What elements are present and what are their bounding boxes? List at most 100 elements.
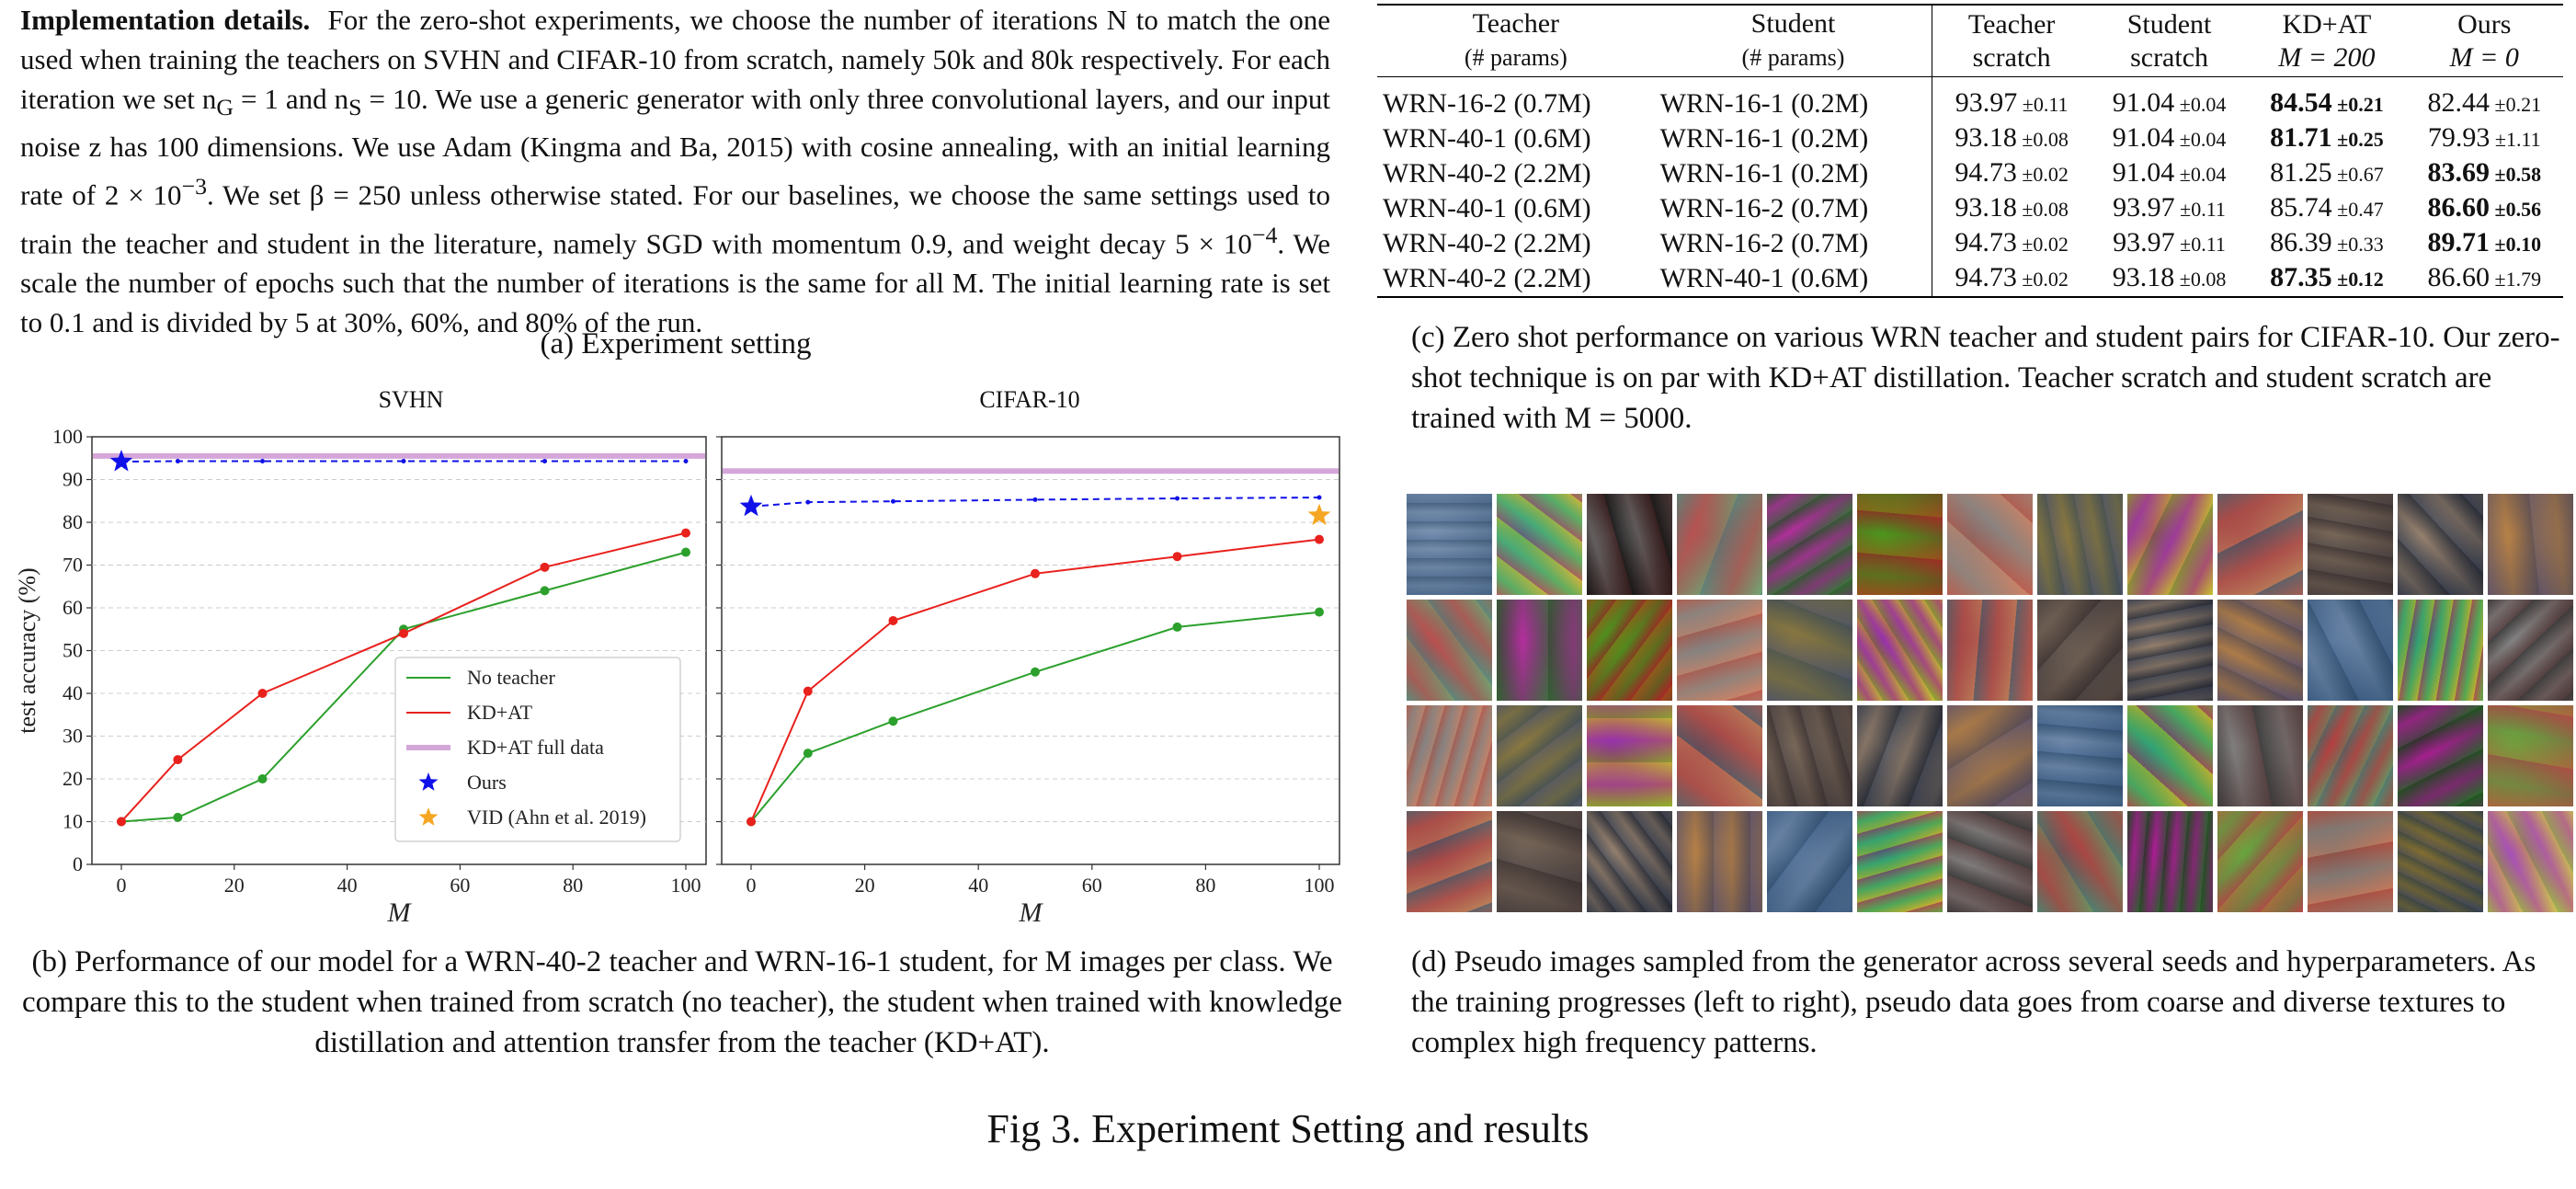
cell-teacher-scratch: 94.73 ±0.02 [1955,227,2069,257]
cell-student: WRN-40-1 (0.6M) [1654,261,1933,297]
data-point [681,547,690,557]
legend-label: KD+AT full data [467,736,604,759]
x-tick-label: 40 [337,874,358,897]
pseudo-image [1677,705,1762,806]
cell-student: WRN-16-2 (0.7M) [1654,226,1933,261]
pseudo-image [1857,494,1943,595]
pseudo-image [2308,705,2393,806]
cell-student-scratch: 93.97 ±0.11 [2113,192,2226,223]
cell-kdat: 87.35 ±0.12 [2270,262,2384,292]
pseudo-image [2127,705,2213,806]
pseudo-image [1497,811,1582,912]
pseudo-image-grid [1407,494,2573,912]
implementation-paragraph: Implementation details. For the zero-sho… [20,0,1330,342]
x-tick-label: 60 [450,874,470,897]
data-point [891,498,895,504]
cell-teacher: WRN-40-1 (0.6M) [1383,193,1591,223]
pseudo-image [2398,811,2483,912]
ns-subscript: S [348,94,362,121]
pseudo-image [1767,811,1852,912]
x-tick-label: 100 [671,874,701,897]
pseudo-image [1857,600,1943,701]
y-tick-label: 60 [63,596,83,619]
pseudo-image [1407,600,1492,701]
th-teacher: Teacher (# params) [1464,8,1567,71]
pseudo-image [1587,811,1672,912]
data-point [888,615,898,625]
y-tick-label: 70 [63,554,83,577]
data-point [1315,534,1324,544]
results-table: Teacher (# params) Student (# params) Teac… [1377,4,2563,298]
star-marker [109,450,133,472]
data-point [257,774,268,783]
th-teacher-scratch: Teacher scratch [1967,8,2056,73]
ng-subscript: G [216,94,234,121]
pseudo-image [2398,494,2483,595]
data-point [1316,495,1322,500]
pseudo-image [1767,705,1852,806]
table-header-row: Teacher (# params) Student (# params) Teac… [1377,5,2563,77]
data-point [1175,496,1180,501]
th-student-scratch: Student scratch [2126,8,2212,73]
cell-ours: 86.60 ±0.56 [2427,192,2542,223]
chart-panel-0: 0 10 20 30 40 50 60 70 80 90 100 0 20 40 60 80 100 Mtest … [14,425,707,928]
caption-a: (a) Experiment setting [540,327,812,360]
pseudo-image [2488,811,2573,912]
pseudo-image [1407,705,1492,806]
x-tick-label: 80 [1195,874,1215,897]
data-point [540,562,550,572]
pseudo-image [1587,600,1672,701]
pseudo-image [1947,600,2033,701]
data-point [117,817,126,827]
x-tick-label: 60 [1082,874,1102,897]
cell-teacher-scratch: 94.73 ±0.02 [1955,157,2069,188]
x-axis-label: M [1019,897,1044,928]
paragraph-text-2: = 1 and n [233,83,349,115]
table-row: WRN-40-1 (0.6M) WRN-16-2 (0.7M) 93.18 ±0.0… [1377,191,2563,226]
series-line [120,532,687,823]
pseudo-image [2398,705,2483,806]
cell-ours: 82.44 ±0.21 [2427,87,2542,118]
y-axis-label: test accuracy (%) [14,567,40,733]
pseudo-image [2488,600,2573,701]
pseudo-image [1767,494,1852,595]
cell-kdat: 86.39 ±0.33 [2270,227,2384,257]
data-point [1172,552,1182,562]
cell-teacher: WRN-40-2 (2.2M) [1383,158,1591,189]
cell-ours: 89.71 ±0.10 [2427,227,2542,257]
paragraph-text-3: = 10. We use a generic generator with on… [20,83,1330,212]
y-tick-label: 0 [73,852,83,875]
pseudo-image [1857,705,1943,806]
data-point [257,689,268,698]
x-tick-label: 20 [855,874,875,897]
table-row: WRN-40-2 (2.2M) WRN-16-1 (0.2M) 94.73 ±0.0… [1377,156,2563,191]
cell-student-scratch: 93.18 ±0.08 [2112,262,2227,292]
series-line [120,460,686,463]
data-point [540,586,550,596]
series-line [120,551,687,823]
table-row: WRN-40-2 (2.2M) WRN-16-2 (0.7M) 94.73 ±0.0… [1377,226,2563,261]
x-tick-label: 0 [747,874,757,897]
table-row: WRN-40-1 (0.6M) WRN-16-1 (0.2M) 93.18 ±0.0… [1377,121,2563,156]
data-point [173,812,183,822]
table-row: WRN-40-2 (2.2M) WRN-40-1 (0.6M) 94.73 ±0.0… [1377,261,2563,297]
caption-b: (b) Performance of our model for a WRN-4… [22,945,1342,1059]
pseudo-image [1497,494,1582,595]
data-point [399,628,408,638]
pseudo-image [2037,600,2123,701]
data-point [803,686,813,696]
x-tick-label: 0 [117,874,127,897]
y-tick-label: 30 [63,725,83,748]
y-tick-label: 80 [63,510,83,533]
pseudo-image [1767,600,1852,701]
pseudo-image [2217,811,2303,912]
x-axis-label: M [387,897,413,928]
chart-title-cifar: CIFAR-10 [979,386,1080,413]
x-tick-label: 100 [1305,874,1335,897]
pseudo-image [2127,600,2213,701]
cell-student-scratch: 91.04 ±0.04 [2112,122,2227,153]
chart-title-svhn: SVHN [378,386,444,413]
pseudo-image [1947,811,2033,912]
pseudo-image [2217,705,2303,806]
y-tick-label: 40 [63,681,83,704]
